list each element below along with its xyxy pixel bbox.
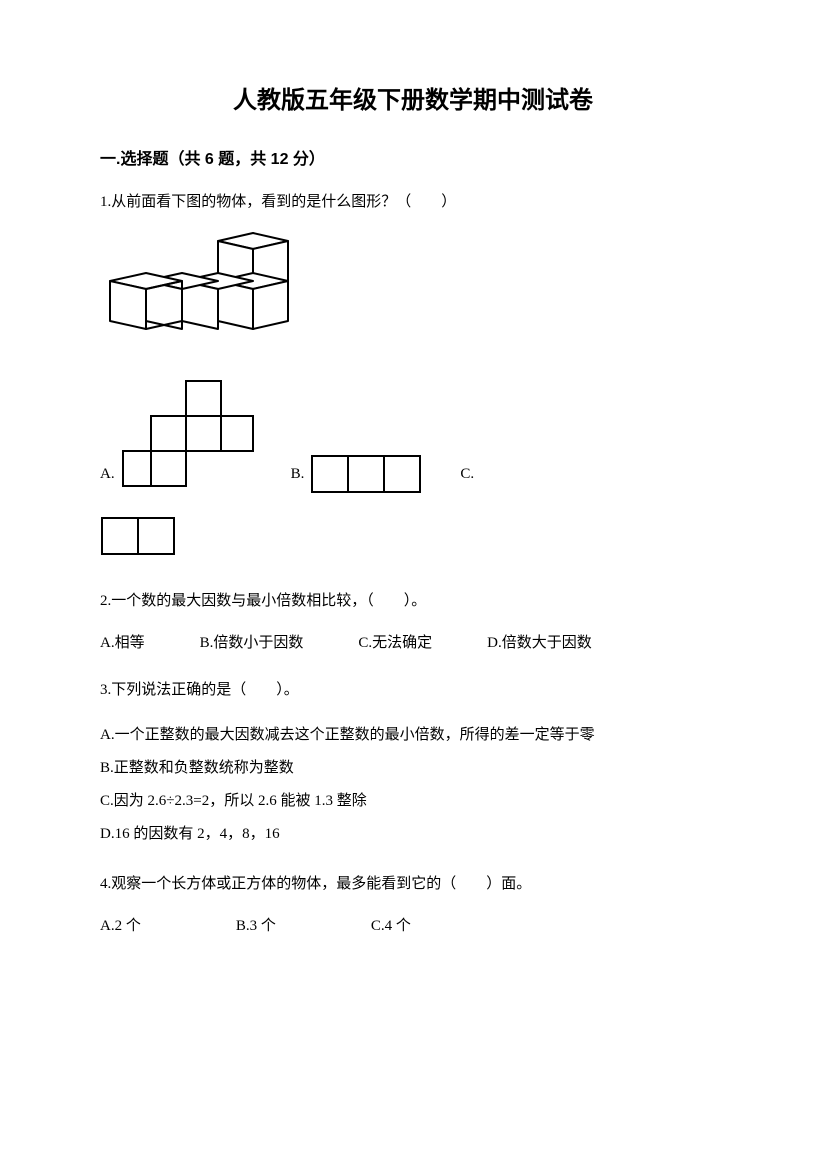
q1-optB-figure	[310, 454, 425, 496]
q1-cube-figure	[100, 231, 726, 351]
q4-optC: C.4 个	[371, 913, 411, 940]
q4-options: A.2 个 B.3 个 C.4 个	[100, 913, 726, 940]
q3-optA: A.一个正整数的最大因数减去这个正整数的最小倍数，所得的差一定等于零	[100, 719, 726, 752]
q1-text: 1.从前面看下图的物体，看到的是什么图形？（ ）	[100, 189, 726, 216]
q1-extra-figure	[100, 516, 726, 568]
q3-options: A.一个正整数的最大因数减去这个正整数的最小倍数，所得的差一定等于零 B.正整数…	[100, 719, 726, 851]
question-2: 2.一个数的最大因数与最小倍数相比较，（ ）。 A.相等 B.倍数小于因数 C.…	[100, 588, 726, 657]
q1-options: A. B.	[100, 376, 726, 496]
q1-option-c: C.	[460, 461, 474, 496]
q2-optA: A.相等	[100, 630, 145, 657]
q1-optB-label: B.	[291, 461, 305, 488]
section-header: 一.选择题（共 6 题，共 12 分）	[100, 145, 726, 169]
q1-optA-figure	[121, 376, 256, 496]
q3-optB: B.正整数和负整数统称为整数	[100, 752, 726, 785]
q3-optD: D.16 的因数有 2，4，8，16	[100, 818, 726, 851]
q1-option-b: B.	[291, 454, 426, 496]
q4-optA: A.2 个	[100, 913, 141, 940]
q2-options: A.相等 B.倍数小于因数 C.无法确定 D.倍数大于因数	[100, 630, 726, 657]
question-4: 4.观察一个长方体或正方体的物体，最多能看到它的（ ）面。 A.2 个 B.3 …	[100, 871, 726, 940]
q4-optB: B.3 个	[236, 913, 276, 940]
q1-optA-label: A.	[100, 461, 115, 488]
page-title: 人教版五年级下册数学期中测试卷	[100, 80, 726, 115]
q4-text: 4.观察一个长方体或正方体的物体，最多能看到它的（ ）面。	[100, 871, 726, 898]
question-3: 3.下列说法正确的是（ ）。 A.一个正整数的最大因数减去这个正整数的最小倍数，…	[100, 677, 726, 851]
question-1: 1.从前面看下图的物体，看到的是什么图形？（ ）	[100, 189, 726, 568]
q1-option-a: A.	[100, 376, 256, 496]
q2-optC: C.无法确定	[358, 630, 432, 657]
q1-optC-label: C.	[460, 461, 474, 488]
q3-optC: C.因为 2.6÷2.3=2，所以 2.6 能被 1.3 整除	[100, 785, 726, 818]
q2-optD: D.倍数大于因数	[487, 630, 592, 657]
q3-text: 3.下列说法正确的是（ ）。	[100, 677, 726, 704]
q2-text: 2.一个数的最大因数与最小倍数相比较，（ ）。	[100, 588, 726, 615]
q2-optB: B.倍数小于因数	[200, 630, 304, 657]
